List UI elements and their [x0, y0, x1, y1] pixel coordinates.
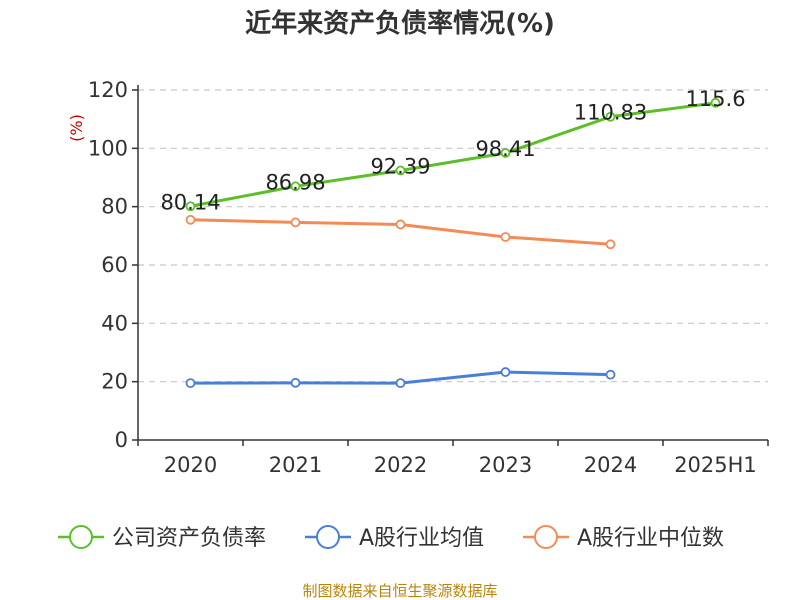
x-tick-label: 2025H1: [674, 453, 757, 477]
data-label: 98.41: [475, 137, 535, 161]
y-tick-label: 80: [101, 195, 128, 219]
data-point: [710, 97, 721, 108]
data-point: [290, 377, 301, 388]
y-tick-label: 20: [101, 370, 128, 394]
data-point: [395, 165, 406, 176]
y-tick-label: 120: [88, 78, 128, 102]
legend-label: 公司资产负债率: [112, 526, 266, 551]
data-point: [395, 219, 406, 230]
legend-item: A股行业中位数: [523, 525, 724, 551]
x-tick-label: 2024: [584, 453, 637, 477]
data-point: [500, 148, 511, 158]
data-point: [500, 232, 511, 242]
chart-title: 近年来资产负债率情况(%): [245, 8, 555, 39]
data-label: 80.14: [160, 190, 220, 214]
data-source-note: 制图数据来自恒生聚源数据库: [302, 582, 497, 600]
data-point: [500, 367, 511, 377]
x-tick-label: 2020: [164, 453, 217, 477]
y-tick-label: 100: [88, 136, 128, 160]
data-point: [605, 111, 616, 122]
data-point: [185, 201, 196, 212]
legend-marker-icon: [534, 525, 558, 549]
data-point: [290, 217, 301, 228]
data-label: 115.6: [685, 87, 745, 111]
legend-item: A股行业均值: [305, 525, 484, 551]
data-label: 92.39: [370, 155, 430, 179]
x-tick-label: 2023: [479, 453, 532, 477]
legend-item: 公司资产负债率: [58, 525, 266, 551]
y-tick-label: 60: [101, 253, 128, 277]
data-point: [605, 239, 616, 250]
data-point: [395, 378, 406, 389]
legend-marker-icon: [316, 525, 340, 549]
series-industry-mean: [185, 367, 616, 389]
x-tick-label: 2022: [374, 453, 427, 477]
y-axis-label: (%): [67, 114, 86, 142]
data-point: [185, 378, 196, 389]
legend-label: A股行业均值: [359, 526, 484, 551]
data-label: 86.98: [265, 170, 325, 194]
data-point: [605, 369, 616, 380]
x-tick-label: 2021: [269, 453, 322, 477]
series-industry-median: [185, 214, 616, 250]
series-company-debt-ratio: 80.14 86.98 92.39 98.41 110.83 115.6: [160, 87, 745, 214]
y-tick-label: 0: [115, 428, 128, 452]
data-label: 110.83: [574, 101, 647, 125]
legend: 公司资产负债率 A股行业均值 A股行业中位数: [58, 525, 724, 551]
legend-marker-icon: [69, 525, 93, 549]
series-line: [190, 101, 716, 208]
data-point: [290, 181, 301, 192]
y-tick-label: 40: [101, 311, 128, 335]
series-group: 80.14 86.98 92.39 98.41 110.83 115.6: [160, 87, 746, 389]
axes: 0 20 40 60 80 100 120 2020 2021 2022 2023 2024 2025H…: [88, 78, 769, 477]
grid-lines: [138, 89, 768, 383]
legend-label: A股行业中位数: [577, 526, 724, 551]
data-point: [185, 214, 196, 225]
